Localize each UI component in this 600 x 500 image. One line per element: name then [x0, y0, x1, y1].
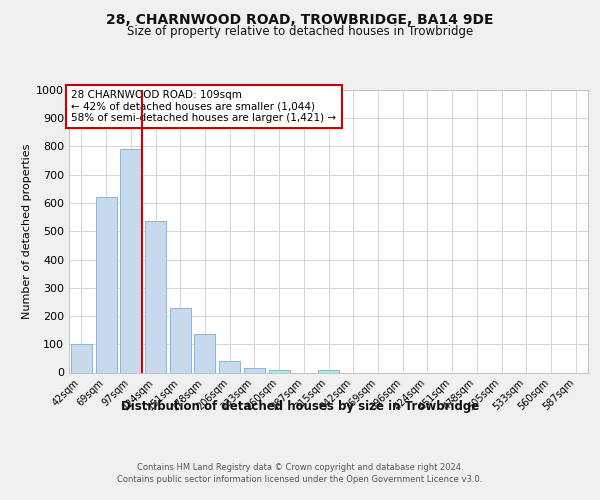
Bar: [170, 308, 191, 372]
Bar: [219, 360, 240, 372]
Text: 28 CHARNWOOD ROAD: 109sqm
← 42% of detached houses are smaller (1,044)
58% of se: 28 CHARNWOOD ROAD: 109sqm ← 42% of detac…: [71, 90, 337, 123]
Text: Contains public sector information licensed under the Open Government Licence v3: Contains public sector information licen…: [118, 475, 482, 484]
Text: 28, CHARNWOOD ROAD, TROWBRIDGE, BA14 9DE: 28, CHARNWOOD ROAD, TROWBRIDGE, BA14 9DE: [106, 12, 494, 26]
Bar: [95, 197, 116, 372]
Bar: [145, 222, 166, 372]
Bar: [269, 370, 290, 372]
Bar: [71, 344, 92, 372]
Bar: [244, 368, 265, 372]
Text: Size of property relative to detached houses in Trowbridge: Size of property relative to detached ho…: [127, 25, 473, 38]
Text: Contains HM Land Registry data © Crown copyright and database right 2024.: Contains HM Land Registry data © Crown c…: [137, 462, 463, 471]
Text: Distribution of detached houses by size in Trowbridge: Distribution of detached houses by size …: [121, 400, 479, 413]
Bar: [318, 370, 339, 372]
Bar: [120, 150, 141, 372]
Bar: [194, 334, 215, 372]
Y-axis label: Number of detached properties: Number of detached properties: [22, 144, 32, 319]
